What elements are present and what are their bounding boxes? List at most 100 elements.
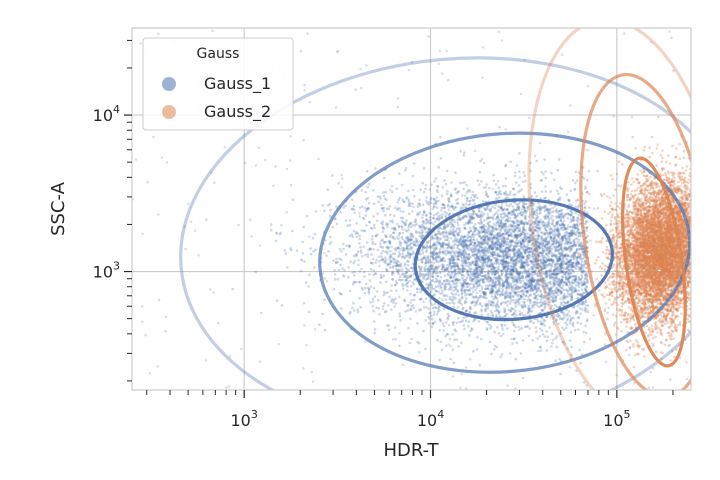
data-point bbox=[541, 333, 545, 336]
data-point bbox=[336, 277, 340, 281]
data-point bbox=[439, 157, 443, 160]
data-point bbox=[387, 328, 391, 332]
data-point bbox=[536, 282, 540, 286]
data-point bbox=[565, 326, 568, 330]
data-point bbox=[422, 306, 426, 309]
data-point bbox=[538, 335, 542, 338]
data-point bbox=[377, 200, 381, 203]
data-point bbox=[395, 264, 399, 267]
data-point bbox=[523, 240, 526, 243]
data-point bbox=[455, 261, 459, 265]
data-point bbox=[436, 274, 439, 278]
data-point bbox=[485, 235, 489, 238]
data-point bbox=[497, 331, 501, 335]
data-point bbox=[511, 187, 515, 190]
data-point bbox=[554, 209, 558, 213]
data-point bbox=[545, 339, 549, 343]
data-point bbox=[544, 266, 548, 269]
data-point bbox=[542, 224, 546, 227]
data-point bbox=[409, 317, 412, 321]
data-point bbox=[524, 277, 528, 280]
data-point bbox=[450, 266, 454, 270]
data-point bbox=[485, 183, 489, 186]
data-point bbox=[521, 213, 524, 217]
data-point bbox=[498, 254, 502, 258]
data-point bbox=[444, 182, 448, 186]
data-point bbox=[586, 280, 590, 284]
data-point bbox=[357, 258, 360, 262]
data-point bbox=[525, 289, 529, 293]
data-point bbox=[436, 188, 439, 192]
data-point bbox=[467, 221, 471, 225]
data-point bbox=[335, 257, 338, 261]
data-point bbox=[547, 297, 551, 301]
data-point bbox=[544, 216, 548, 219]
data-point bbox=[385, 222, 389, 225]
data-point bbox=[382, 259, 385, 263]
data-point bbox=[274, 165, 277, 168]
data-point bbox=[555, 267, 558, 271]
data-point bbox=[376, 212, 380, 215]
data-point bbox=[393, 305, 396, 308]
data-point bbox=[491, 314, 495, 317]
data-point bbox=[394, 338, 397, 341]
data-point bbox=[394, 264, 398, 268]
data-point bbox=[471, 198, 475, 202]
data-point bbox=[507, 234, 511, 237]
data-point bbox=[279, 231, 282, 235]
data-point bbox=[541, 308, 545, 312]
data-point bbox=[419, 253, 422, 256]
data-point bbox=[516, 244, 520, 248]
data-point bbox=[514, 357, 518, 361]
data-point bbox=[494, 291, 498, 294]
data-point bbox=[452, 274, 456, 278]
data-point bbox=[432, 243, 435, 246]
data-point bbox=[521, 180, 525, 184]
data-point bbox=[464, 294, 467, 297]
data-point bbox=[520, 214, 524, 217]
data-point bbox=[404, 197, 408, 200]
data-point bbox=[371, 234, 374, 238]
data-point bbox=[503, 314, 507, 318]
data-point bbox=[441, 186, 445, 189]
data-point bbox=[560, 236, 564, 239]
data-point bbox=[450, 261, 454, 265]
data-point bbox=[421, 280, 424, 284]
data-point bbox=[472, 216, 476, 220]
data-point bbox=[572, 274, 575, 278]
data-point bbox=[556, 228, 560, 231]
data-point bbox=[419, 258, 422, 262]
data-point bbox=[453, 269, 456, 273]
data-point bbox=[439, 319, 443, 323]
data-point bbox=[555, 239, 559, 243]
data-point bbox=[372, 215, 375, 218]
data-point bbox=[506, 256, 510, 260]
data-point bbox=[524, 248, 528, 252]
data-point bbox=[372, 309, 376, 313]
data-point bbox=[540, 254, 544, 258]
data-point bbox=[543, 259, 546, 262]
data-point bbox=[521, 279, 525, 283]
data-point bbox=[430, 317, 434, 321]
data-point bbox=[486, 227, 490, 230]
data-point bbox=[536, 288, 539, 292]
data-point bbox=[410, 252, 414, 255]
data-point bbox=[448, 212, 452, 215]
data-point bbox=[388, 220, 392, 223]
data-point bbox=[367, 289, 371, 292]
data-point bbox=[514, 305, 518, 308]
data-point bbox=[530, 281, 533, 285]
data-point bbox=[427, 261, 430, 265]
data-point bbox=[392, 301, 395, 304]
data-point bbox=[462, 274, 466, 278]
data-point bbox=[472, 238, 476, 241]
data-point bbox=[382, 194, 386, 198]
data-point bbox=[545, 285, 548, 288]
data-point bbox=[480, 228, 484, 231]
data-point bbox=[441, 289, 444, 293]
data-point bbox=[569, 241, 572, 245]
data-point bbox=[429, 246, 432, 249]
data-point bbox=[284, 252, 288, 255]
data-point bbox=[495, 296, 499, 300]
data-point bbox=[417, 265, 421, 268]
